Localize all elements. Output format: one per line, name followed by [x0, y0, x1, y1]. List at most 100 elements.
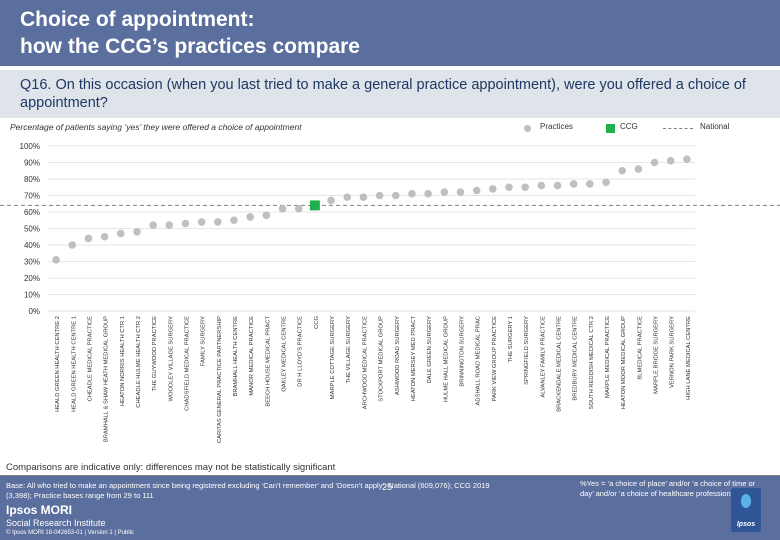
practice-point — [214, 218, 222, 226]
header-bar — [0, 0, 780, 66]
practice-point — [618, 166, 627, 175]
y-axis: 0% 10% 20% 30% 40% 50% 60% 70% 80% 90% 100% — [20, 142, 40, 316]
x-category-label: THE SURGERY 1 — [508, 316, 514, 363]
y-tick-label: 30% — [24, 258, 40, 267]
x-category-label: SOUTH REDDISH MEDICAL CTR 2 — [589, 316, 595, 410]
y-tick-label: 100% — [20, 142, 40, 151]
base-text: Base: All who tried to make an appointme… — [6, 481, 526, 501]
y-tick-label: 40% — [24, 241, 40, 250]
logo-mark-icon — [741, 494, 751, 508]
x-category-label: MARPLE BRIDGE SURGERY — [654, 316, 660, 394]
practice-point — [505, 183, 513, 192]
x-category-label: BRAMHALL & SHAW HEATH MEDICAL GROUP — [104, 316, 110, 442]
base-line-2: (3,398); Practice bases range from 29 to… — [6, 491, 154, 500]
x-category-label: BLMEDICAL PRACTICE — [637, 316, 643, 380]
ccg-point — [309, 200, 320, 211]
x-category-label: HEALD GREEN HEALTH CENTRE 1 — [71, 316, 77, 412]
legend-practices-label: Practices — [540, 122, 573, 131]
ipsos-logo: Ipsos — [731, 488, 761, 532]
chart-subtitle: Percentage of patients saying ‘yes’ they… — [10, 122, 302, 132]
brand-name: Ipsos MORI — [6, 503, 73, 517]
practice-point — [537, 181, 546, 190]
x-category-label: MANOR MEDICAL PRACTICE — [249, 316, 255, 396]
x-category-label: PARK VIEW GROUP PRACTICE — [492, 316, 498, 402]
practice-point — [133, 228, 141, 236]
y-tick-label: 50% — [24, 225, 40, 234]
legend-practices-marker — [524, 125, 531, 132]
x-category-label: BREDBURY MEDICAL CENTRE — [573, 316, 579, 401]
x-category-label: BRINNINGTON SURGERY — [459, 316, 465, 387]
x-category-label: CHEADLE HULME HEALTH CTR 2 — [136, 316, 142, 408]
practice-comparison-chart: 0% 10% 20% 30% 40% 50% 60% 70% 80% 90% 100% HEALD … — [0, 142, 780, 443]
comparison-note: Comparisons are indicative only: differe… — [6, 462, 336, 473]
x-category-label: SPRINGFIELD SURGERY — [524, 316, 530, 385]
practice-point — [408, 190, 416, 198]
practice-point — [424, 190, 432, 198]
practice-point — [246, 213, 254, 221]
x-category-label: HIGH LANE MEDICAL CENTRE — [686, 316, 692, 400]
x-category-label: ALVANLEY FAMILY PRACTICE — [540, 316, 546, 398]
question-band — [0, 70, 780, 118]
practice-point — [100, 232, 109, 241]
practice-point — [84, 234, 93, 243]
y-tick-label: 90% — [24, 159, 40, 168]
practice-point — [489, 185, 497, 193]
chart-gridlines — [48, 145, 695, 312]
practice-point — [181, 219, 190, 228]
practice-point — [165, 221, 174, 229]
slide-title: Choice of appointment: how the CCG’s pra… — [20, 6, 360, 60]
data-points — [52, 155, 691, 264]
y-tick-label: 10% — [24, 291, 40, 300]
legend-national-marker — [663, 128, 693, 129]
x-category-label: WOODLEY VILLAGE SURGERY — [168, 316, 174, 402]
x-category-label: CARITAS GENERAL PRACTICE PARTNERSHIP — [217, 316, 223, 443]
practice-point — [666, 157, 675, 165]
copyright-text: © Ipsos MORI 18-042653-01 | Version 1 | … — [6, 530, 134, 536]
y-tick-label: 70% — [24, 192, 40, 201]
x-category-label: HULME HALL MEDICAL GROUP — [443, 316, 449, 402]
yes-definition: %Yes = ‘a choice of place’ and/or ‘a cho… — [580, 479, 756, 498]
x-category-label: HEATON NORRIS HEALTH CTR 1 — [120, 316, 126, 406]
practice-point — [683, 155, 691, 163]
y-tick-label: 20% — [24, 274, 40, 283]
practice-point — [521, 183, 529, 192]
x-category-label: DALE GREEN SURGERY — [427, 316, 433, 384]
x-category-label: FAMILY SURGERY — [201, 316, 207, 366]
x-category-label: BEECH HOUSE MEDICAL PRACT — [265, 316, 271, 407]
x-category-label: CHADSFIELD MEDICAL PRACTICE — [184, 316, 190, 411]
x-category-label: CCG — [314, 316, 320, 329]
x-category-label: MARPLE MEDICAL PRACTICE — [605, 316, 611, 398]
practice-point — [586, 180, 594, 188]
x-category-label: THE GUYWOOD PRACTICE — [152, 316, 158, 391]
question-text: Q16. On this occasion (when you last tri… — [20, 77, 746, 111]
title-line-1: Choice of appointment: — [20, 8, 255, 31]
practice-point — [52, 256, 60, 264]
x-category-label: DR H LLOYD'S PRACTICE — [298, 316, 304, 387]
practice-point — [294, 204, 303, 213]
x-category-label: ADSHALL ROAD MEDICAL PRAC — [476, 316, 482, 405]
logo-text: Ipsos — [736, 521, 756, 528]
practice-point — [456, 188, 465, 196]
practice-point — [553, 181, 562, 190]
practice-point — [68, 241, 77, 249]
x-category-label: HEATON MOOR MEDICAL GROUP — [621, 316, 627, 409]
practice-point — [343, 193, 352, 201]
practice-point — [197, 218, 206, 226]
y-tick-label: 60% — [24, 208, 40, 217]
practice-point — [278, 204, 287, 213]
x-category-label: ARCHWOOD MEDICAL PRACTICE — [362, 316, 368, 409]
x-category-label: BRAMHALL HEALTH CENTRE — [233, 316, 239, 397]
x-category-label: CHEADLE MEDICAL PRACTICE — [87, 316, 93, 402]
practice-point — [440, 188, 449, 196]
practice-point — [359, 193, 368, 201]
x-category-label: OAKLEY MEDICAL CENTRE — [282, 316, 288, 392]
practice-point — [650, 158, 659, 167]
practice-point — [327, 196, 335, 205]
practice-point — [230, 216, 238, 225]
x-category-label: STOCKPORT MEDICAL GROUP — [379, 316, 385, 402]
practice-point — [116, 229, 125, 238]
practice-point — [569, 180, 578, 188]
title-line-2: how the CCG’s practices compare — [20, 35, 360, 58]
x-category-label: MARPLE COTTAGE SURGERY — [330, 316, 336, 399]
base-line-1: Base: All who tried to make an appointme… — [6, 481, 490, 490]
